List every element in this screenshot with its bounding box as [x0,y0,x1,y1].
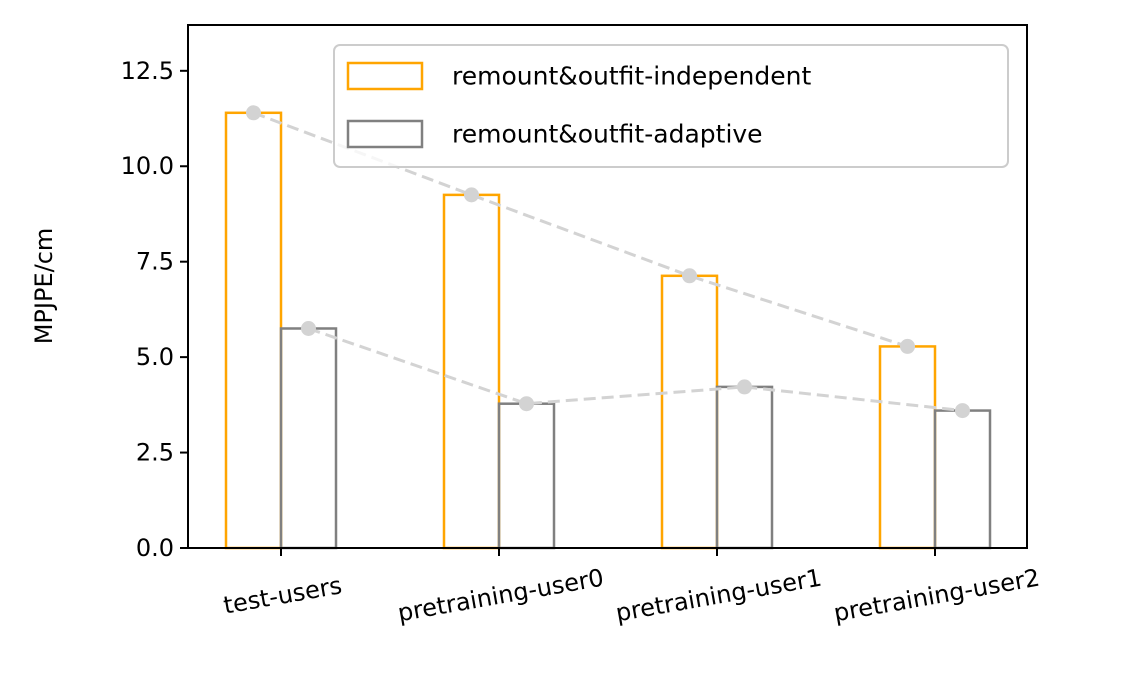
trend-point-series0-pretraining-user2 [900,338,915,354]
bar-series0-test-users [224,111,283,550]
legend-swatch-series1 [346,119,424,149]
y-tick-label: 0.0 [136,534,174,562]
bar-series0-pretraining-user1 [660,274,719,550]
x-axis: test-users pretraining-user0 pretraining-u… [221,548,1042,628]
bar-series1-test-users [279,327,338,550]
legend-box [333,44,1009,168]
y-tick-label: 2.5 [136,439,174,467]
bars-layer [224,111,992,550]
y-tick-label: 7.5 [136,248,174,276]
trend-point-series0-pretraining-user0 [464,187,479,203]
bar-series1-pretraining-user1 [715,385,774,550]
x-tick-label-pretraining-user2: pretraining-user2 [832,564,1042,628]
x-tick-label-pretraining-user0: pretraining-user0 [396,564,606,628]
trend-point-series0-test-users [246,105,261,121]
trend-point-series1-pretraining-user1 [737,379,752,395]
y-tick-label: 12.5 [121,57,174,85]
trend-point-series1-test-users [301,320,316,336]
bar-series1-pretraining-user2 [933,409,992,550]
plot-frame [187,24,1028,549]
x-tick-label-pretraining-user1: pretraining-user1 [614,564,824,628]
trend-lines [246,105,970,419]
bar-series1-pretraining-user0 [497,402,556,550]
trend-line-series1 [308,327,963,413]
bar-series0-pretraining-user0 [442,193,501,550]
trend-point-series1-pretraining-user0 [519,396,534,412]
y-tick-label: 5.0 [136,343,174,371]
bar-series0-pretraining-user2 [878,345,937,550]
y-tick-label: 10.0 [121,152,174,180]
legend-swatch-series0 [346,61,424,91]
y-axis: 0.0 2.5 5.0 7.5 10.0 12.5 [121,57,188,562]
legend-label-series0: remount&outfit-independent [452,62,811,91]
legend-label-series1: remount&outfit-adaptive [452,120,763,149]
y-axis-label: MPJPE/cm [30,228,58,345]
trend-point-series1-pretraining-user2 [955,403,970,419]
trend-point-series0-pretraining-user1 [682,268,697,284]
legend: remount&outfit-independent remount&outfit… [333,44,1009,168]
x-tick-label-test-users: test-users [221,571,344,619]
